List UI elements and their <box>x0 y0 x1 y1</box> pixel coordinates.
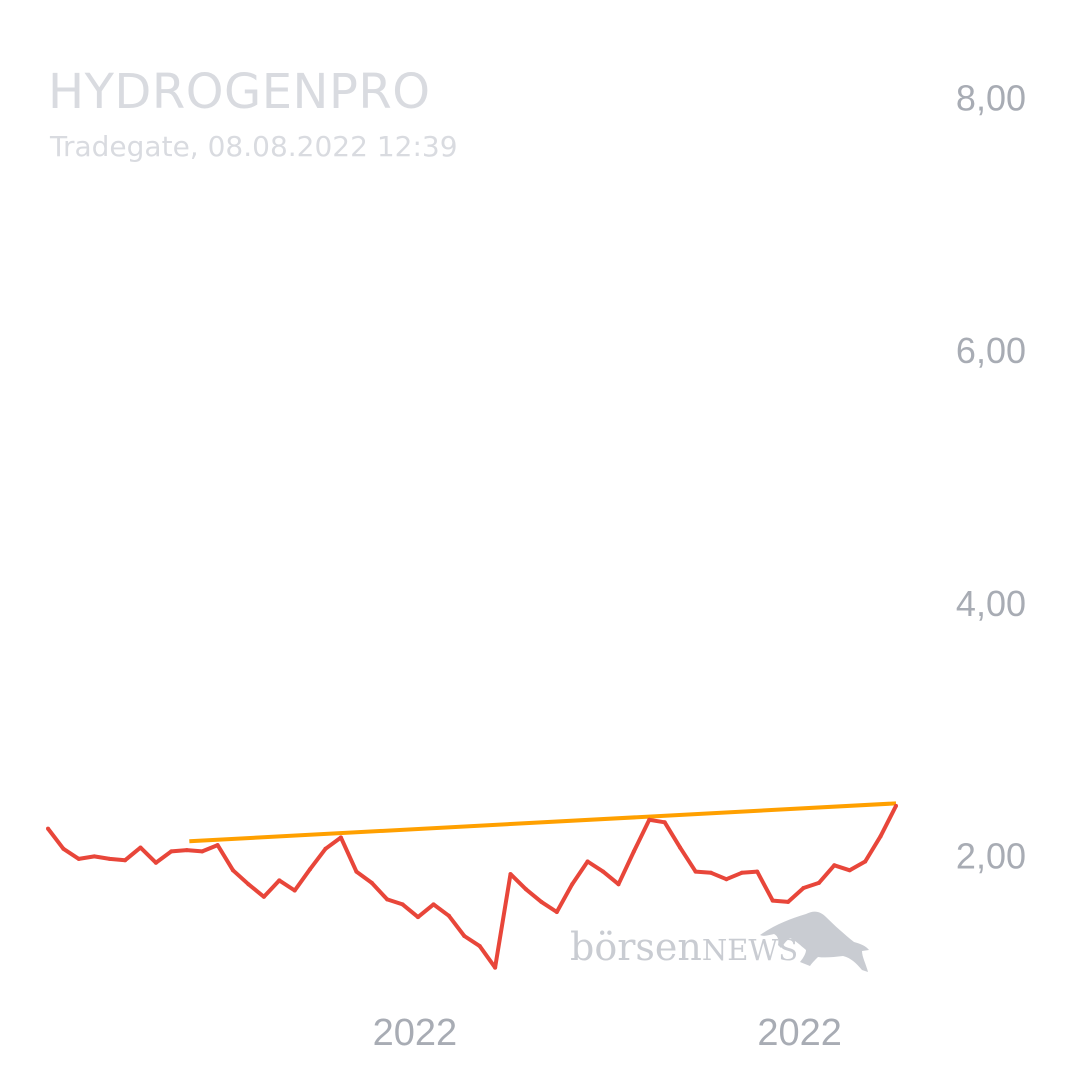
price-point <box>431 902 436 907</box>
price-point <box>92 854 97 859</box>
trend-line <box>189 801 897 844</box>
price-point <box>184 848 189 853</box>
plot-area <box>46 801 898 970</box>
price-point <box>385 897 390 902</box>
price-point <box>169 849 174 854</box>
price-point <box>539 899 544 904</box>
price-point <box>508 872 513 877</box>
price-point <box>585 859 590 864</box>
price-point <box>292 888 297 893</box>
price-point <box>570 882 575 887</box>
price-point <box>662 820 667 825</box>
price-point <box>231 868 235 873</box>
price-point <box>801 886 806 890</box>
price-point <box>524 887 528 892</box>
price-point <box>61 846 66 851</box>
price-point <box>770 898 775 903</box>
price-point <box>847 868 852 873</box>
price-point <box>863 859 868 864</box>
x-tick-label: 2022 <box>757 1012 842 1054</box>
price-point <box>647 817 652 822</box>
y-tick-label: 6,00 <box>956 330 1026 371</box>
price-point <box>215 843 220 848</box>
price-point <box>786 899 791 904</box>
watermark-text-borsen: börsen <box>570 925 702 969</box>
price-point <box>739 870 744 875</box>
price-point <box>308 867 313 872</box>
price-point <box>46 826 50 831</box>
price-point <box>138 845 143 850</box>
price-line <box>46 804 898 970</box>
price-point <box>400 902 405 907</box>
price-point <box>462 934 467 938</box>
price-point <box>354 869 359 874</box>
price-point <box>123 858 128 863</box>
y-axis: 8,00 6,00 4,00 2,00 <box>956 78 1026 877</box>
price-point <box>554 910 559 914</box>
price-point <box>631 849 636 854</box>
price-point <box>601 869 606 874</box>
price-point <box>816 880 821 885</box>
y-tick-label: 2,00 <box>956 835 1026 876</box>
x-tick-label: 2022 <box>373 1012 458 1054</box>
y-tick-label: 8,00 <box>956 78 1026 119</box>
price-point <box>894 803 898 808</box>
chart-subtitle: Tradegate, 08.08.2022 12:39 <box>50 130 458 163</box>
price-point <box>107 856 112 861</box>
svg-text:börsenNEWS: börsenNEWS <box>570 925 798 969</box>
price-point <box>878 834 883 839</box>
price-point <box>678 845 683 850</box>
watermark: börsenNEWS <box>570 911 869 972</box>
price-point <box>246 882 251 887</box>
price-point <box>323 846 328 851</box>
price-point <box>446 913 451 918</box>
price-point <box>493 965 498 970</box>
price-point <box>261 894 266 899</box>
price-point <box>76 856 81 861</box>
price-point <box>832 863 837 868</box>
price-point <box>616 882 621 887</box>
x-axis: 2022 2022 <box>373 1012 842 1054</box>
price-point <box>693 869 698 874</box>
bull-icon <box>760 911 869 972</box>
price-point <box>338 835 343 840</box>
chart-title: HYDROGENPRO <box>48 64 431 120</box>
price-point <box>153 860 158 865</box>
price-point <box>277 878 282 883</box>
price-point <box>709 870 713 875</box>
price-point <box>755 869 760 874</box>
price-point <box>477 944 482 949</box>
price-point <box>200 849 205 854</box>
price-point <box>416 915 420 920</box>
price-point <box>369 880 374 885</box>
price-point <box>724 877 729 882</box>
y-tick-label: 4,00 <box>956 583 1026 624</box>
